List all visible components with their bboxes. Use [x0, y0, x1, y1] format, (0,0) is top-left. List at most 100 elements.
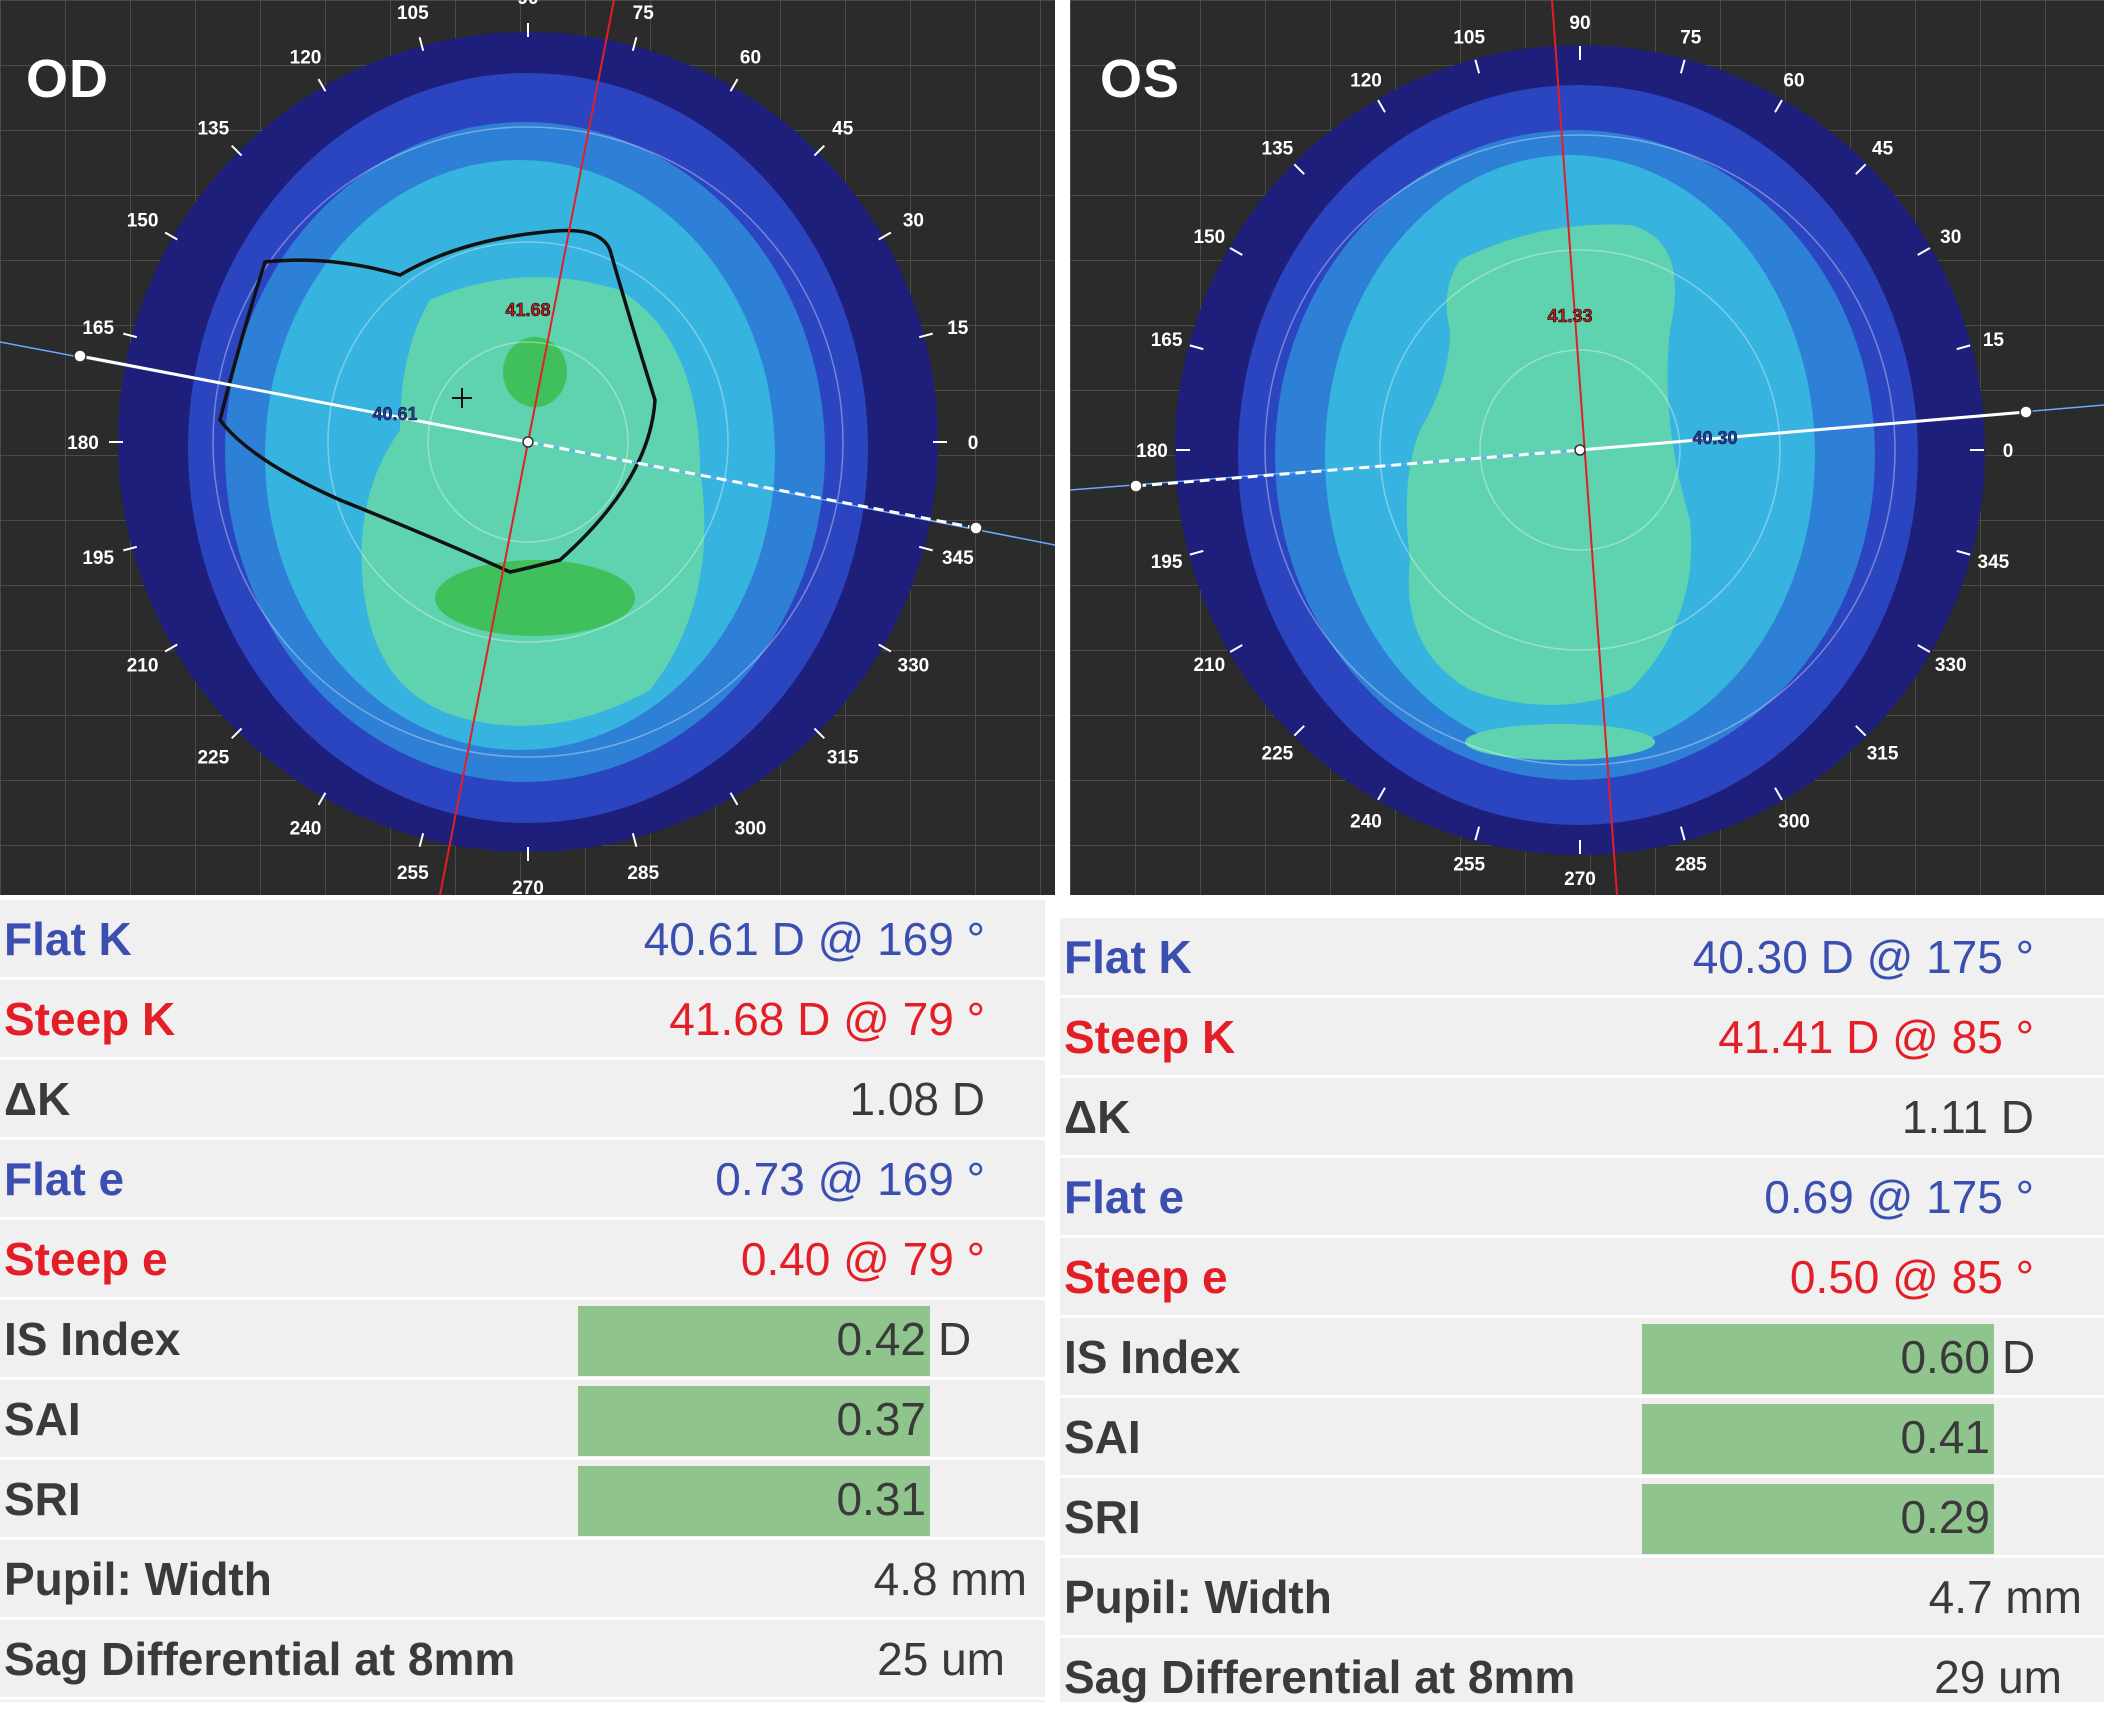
- row-label: ΔK: [4, 1073, 71, 1125]
- od-row-is-index: IS Index 0.42 D: [0, 1300, 1045, 1380]
- row-label: Flat K: [1064, 931, 1192, 983]
- angle-tick: [317, 78, 327, 92]
- od-axis-endpoint[interactable]: [969, 521, 983, 535]
- angle-tick: [418, 832, 425, 847]
- row-value: 1.08 D: [849, 1073, 985, 1125]
- angle-tick: [164, 231, 178, 241]
- row-label: Steep e: [1064, 1251, 1228, 1303]
- od-keratometry-table: Flat K 40.61 D @ 169 ° Steep K 41.68 D @…: [0, 900, 1045, 1702]
- angle-tick: [1956, 549, 1971, 556]
- row-value: 0.29: [1900, 1491, 1990, 1543]
- row-label: IS Index: [4, 1313, 181, 1365]
- angle-label: 45: [832, 118, 854, 139]
- os-row-sai: SAI 0.41: [1060, 1398, 2104, 1478]
- angle-label: 135: [1262, 138, 1294, 159]
- angle-tick: [230, 144, 243, 157]
- os-map-svg: 41.33 40.30 0 15 30 45 60 75 90 105 120 135 150 165…: [1070, 0, 2104, 895]
- angle-tick: [918, 332, 933, 339]
- angle-tick: [1189, 344, 1204, 351]
- angle-label: 225: [1262, 744, 1294, 765]
- angle-tick: [878, 643, 892, 653]
- angle-label: 75: [633, 3, 655, 24]
- os-topography-map: 41.33 40.30 0 15 30 45 60 75 90 105 120 135 150 165…: [1070, 0, 2104, 895]
- row-label: IS Index: [1064, 1331, 1241, 1383]
- os-row-sri: SRI 0.29: [1060, 1478, 2104, 1558]
- angle-label: 240: [1350, 812, 1382, 833]
- angle-label: 345: [942, 548, 974, 569]
- angle-label: 255: [397, 863, 429, 884]
- angle-tick: [1956, 344, 1971, 351]
- angle-tick: [1293, 725, 1305, 737]
- angle-label: 105: [397, 3, 429, 24]
- angle-label: 330: [898, 656, 930, 677]
- angle-label: 15: [947, 318, 969, 339]
- od-map-flat-k: 40.61: [372, 404, 417, 424]
- angle-tick: [1474, 59, 1481, 74]
- os-keratometry-table: Flat K 40.30 D @ 175 ° Steep K 41.41 D @…: [1060, 918, 2104, 1718]
- row-value: 0.41: [1900, 1411, 1990, 1463]
- angle-label: 90: [517, 0, 538, 9]
- angle-tick: [878, 231, 892, 241]
- angle-label: 315: [827, 748, 859, 769]
- row-value: 25 um: [877, 1633, 1005, 1685]
- od-row-sai: SAI 0.37: [0, 1380, 1045, 1460]
- os-map-center: [1574, 444, 1586, 456]
- angle-label: 105: [1453, 28, 1485, 49]
- angle-label: 270: [512, 878, 544, 895]
- row-label: Flat K: [4, 913, 132, 965]
- row-label: Steep e: [4, 1233, 168, 1285]
- row-value: 40.61 D @ 169 °: [643, 913, 985, 965]
- row-label: Pupil: Width: [1064, 1571, 1332, 1623]
- od-row-steep-k: Steep K 41.68 D @ 79 °: [0, 980, 1045, 1060]
- index-bar: [1642, 1484, 1994, 1554]
- angle-tick: [1774, 99, 1783, 113]
- od-row-pupil: Pupil: Width 4.8 mm: [0, 1540, 1045, 1620]
- angle-tick: [1189, 549, 1204, 556]
- angle-label: 75: [1680, 28, 1702, 49]
- od-row-sri: SRI 0.31: [0, 1460, 1045, 1540]
- os-flat-axis: [1135, 448, 1581, 488]
- row-label: Flat e: [1064, 1171, 1185, 1223]
- os-axis-endpoint[interactable]: [1129, 479, 1143, 493]
- row-label: Sag Differential at 8mm: [4, 1633, 516, 1685]
- angle-label: 150: [1193, 227, 1225, 248]
- od-map-svg: 41.68 40.61 0 15 30 45 60 75 90 105 120 135 150 165…: [0, 0, 1055, 895]
- od-eye-label: OD: [26, 49, 109, 109]
- angle-tick: [1855, 725, 1867, 737]
- row-value: 0.50 @ 85 °: [1789, 1251, 2034, 1303]
- od-axis-endpoint[interactable]: [73, 349, 87, 363]
- angle-tick: [631, 832, 638, 847]
- os-axis-endpoint[interactable]: [2019, 405, 2033, 419]
- od-outline-contour: [218, 228, 657, 574]
- os-row-steep-e: Steep e 0.50 @ 85 °: [1060, 1238, 2104, 1318]
- od-map-center: [522, 436, 534, 448]
- angle-tick: [1229, 247, 1243, 256]
- angle-label: 210: [127, 656, 159, 677]
- row-label: SRI: [4, 1473, 81, 1525]
- angle-tick: [631, 37, 638, 52]
- index-bar: [1642, 1404, 1994, 1474]
- angle-tick: [123, 545, 138, 552]
- od-row-sag: Sag Differential at 8mm 25 um: [0, 1620, 1045, 1700]
- angle-label: 165: [1151, 330, 1183, 351]
- os-eye-label: OS: [1100, 49, 1181, 109]
- row-value: 0.40 @ 79 °: [740, 1233, 985, 1285]
- row-label: Pupil: Width: [4, 1553, 272, 1605]
- angle-label: 45: [1872, 138, 1894, 159]
- angle-label: 60: [1783, 70, 1804, 91]
- row-value: 0.31: [836, 1473, 926, 1525]
- os-row-flat-k: Flat K 40.30 D @ 175 °: [1060, 918, 2104, 998]
- angle-tick: [1774, 787, 1783, 801]
- angle-label: 210: [1193, 655, 1225, 676]
- os-row-steep-k: Steep K 41.41 D @ 85 °: [1060, 998, 2104, 1078]
- angle-label: 120: [1350, 70, 1382, 91]
- angle-tick: [813, 144, 826, 157]
- row-value: 41.41 D @ 85 °: [1718, 1011, 2034, 1063]
- angle-tick: [1377, 99, 1386, 113]
- angle-label: 345: [1978, 552, 2010, 573]
- index-bar: [1642, 1324, 1994, 1394]
- angle-tick: [729, 792, 739, 806]
- angle-tick: [1377, 787, 1386, 801]
- os-map-flat-k: 40.30: [1692, 428, 1737, 448]
- angle-tick: [1229, 644, 1243, 653]
